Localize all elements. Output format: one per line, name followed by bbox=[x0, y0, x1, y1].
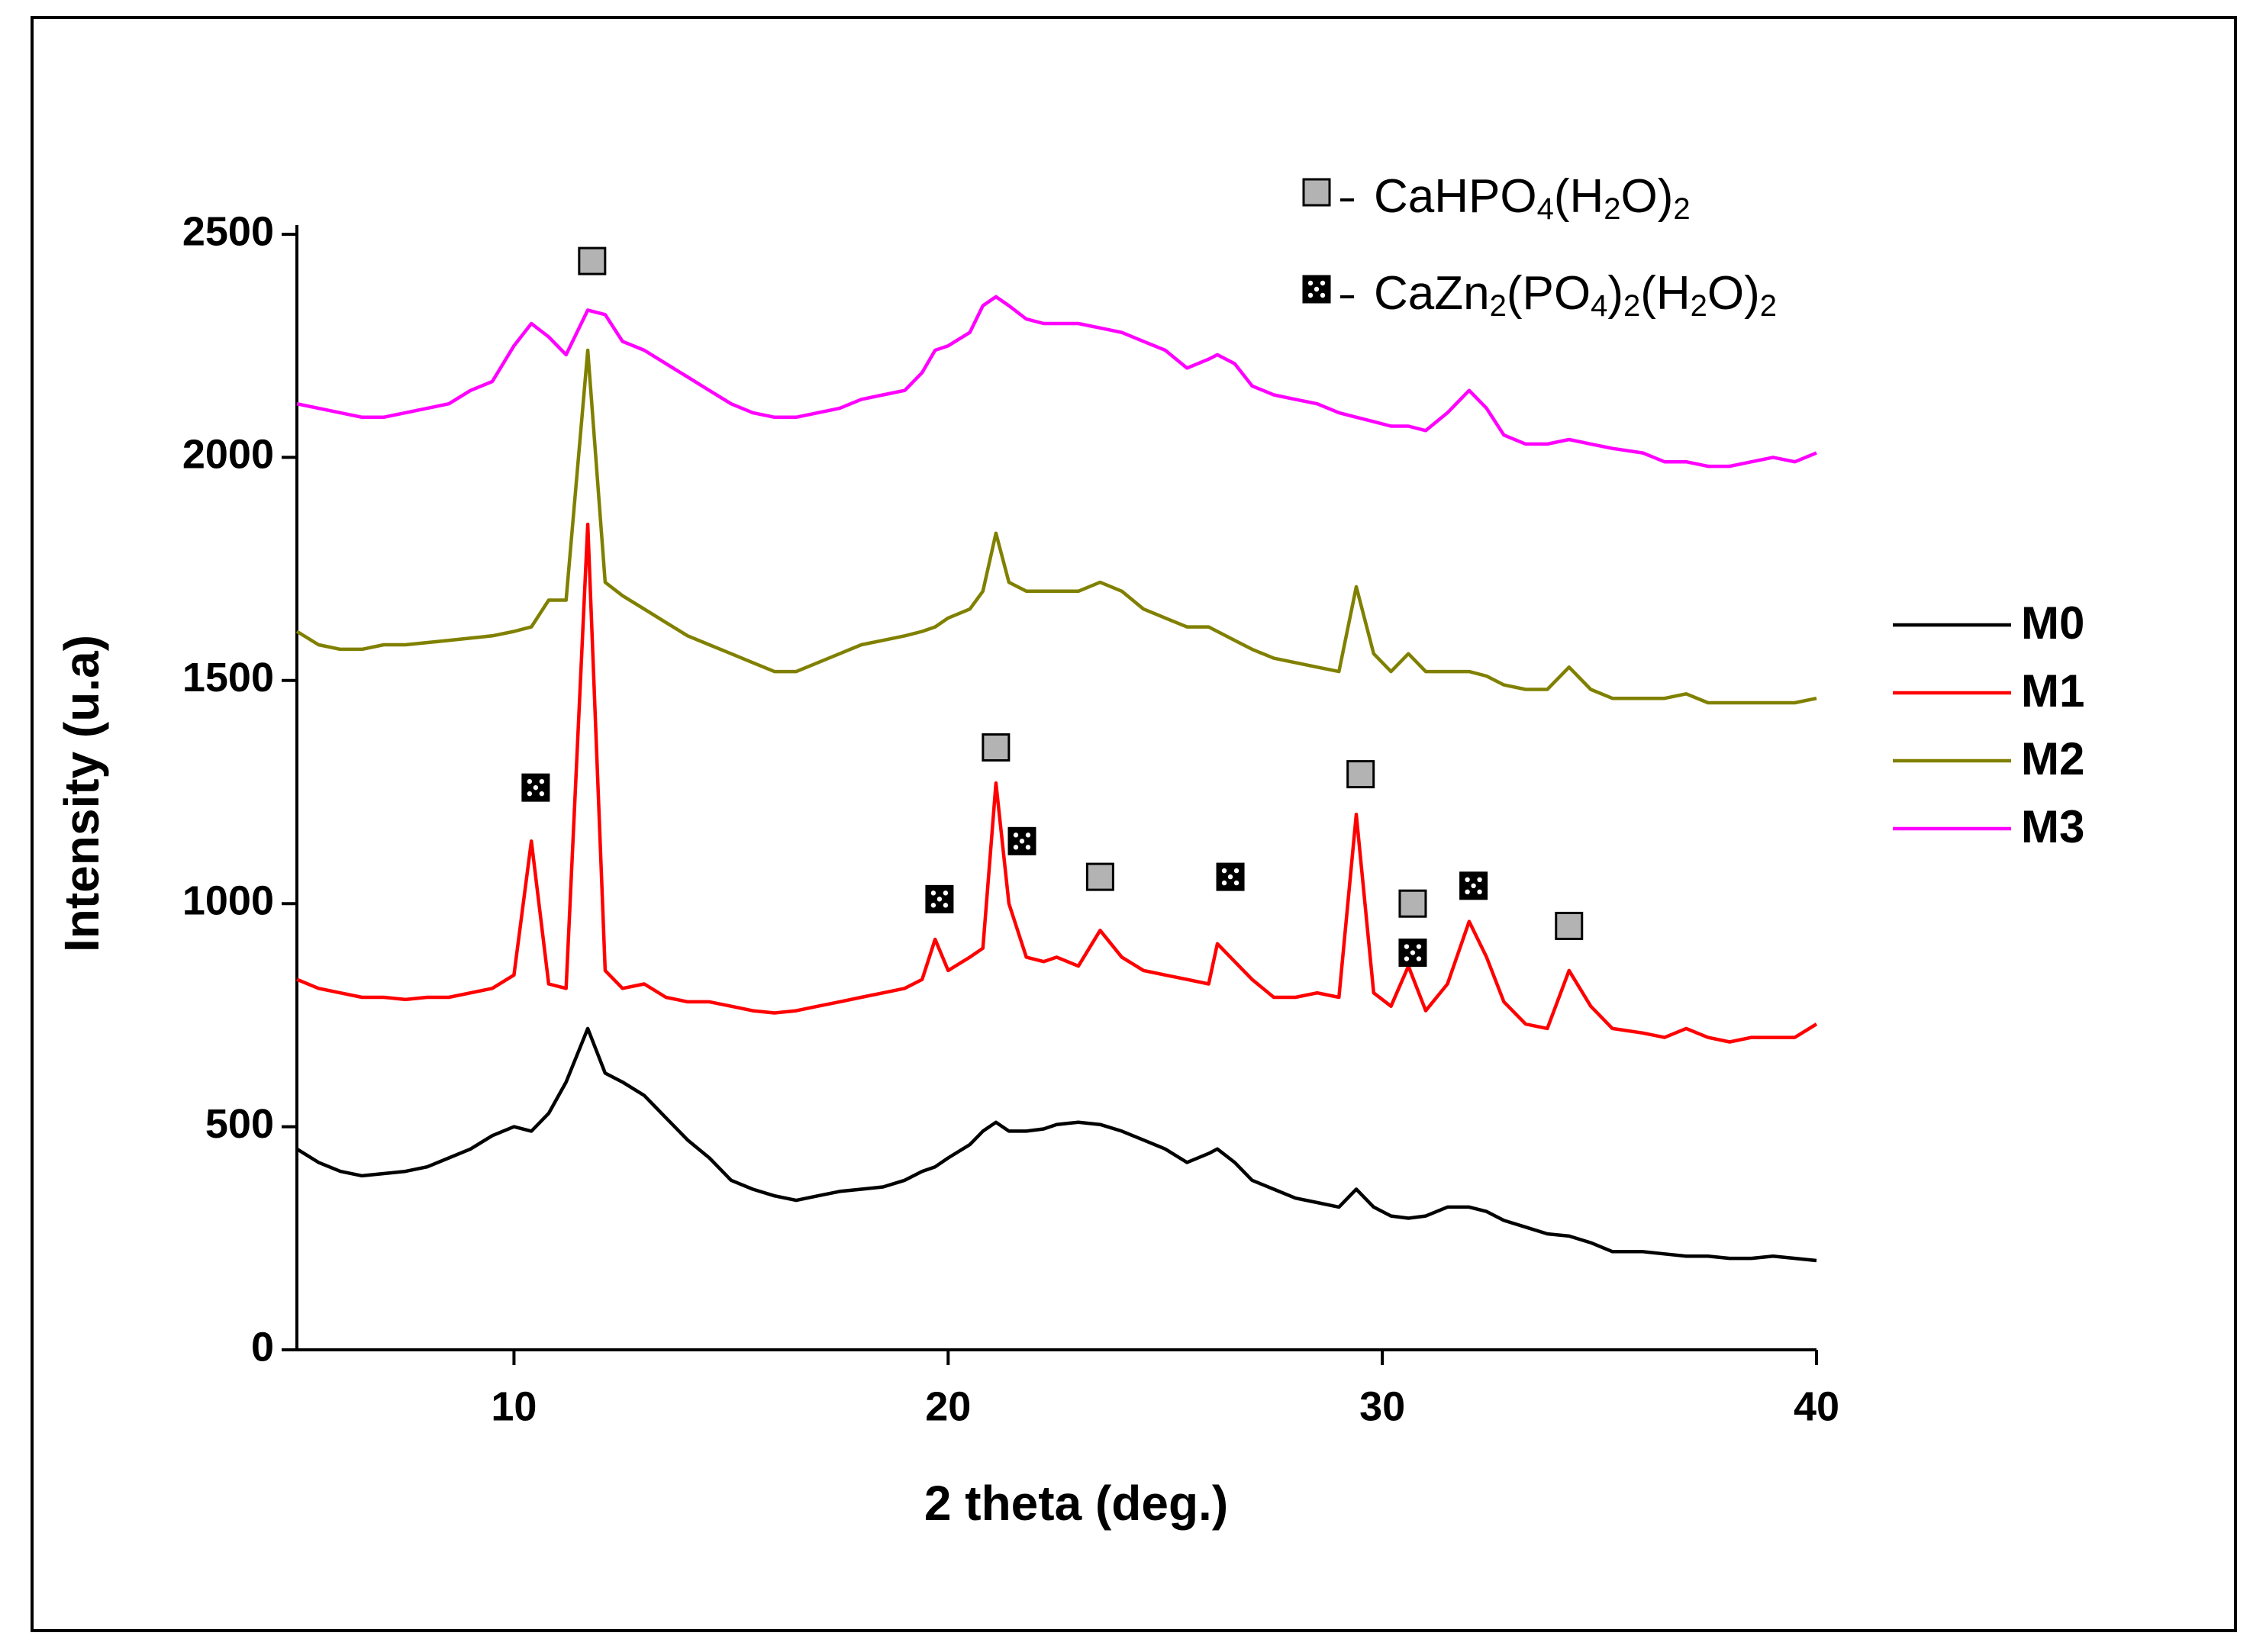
marker-dot bbox=[1025, 832, 1031, 838]
marker-dot bbox=[533, 784, 539, 791]
marker-dot bbox=[1404, 944, 1410, 949]
legend-label: M0 bbox=[2021, 597, 2084, 649]
y-tick-label: 500 bbox=[205, 1101, 274, 1147]
marker-dot bbox=[1320, 292, 1326, 298]
marker-dot bbox=[1221, 880, 1227, 886]
series-line bbox=[296, 522, 1818, 1044]
series-line bbox=[296, 295, 1817, 469]
series-line bbox=[295, 1026, 1817, 1263]
x-tick-label: 30 bbox=[1359, 1383, 1405, 1429]
marker-dot bbox=[527, 791, 533, 797]
y-tick-label: 1000 bbox=[182, 878, 274, 923]
marker-dot bbox=[527, 778, 533, 784]
marker-dot bbox=[943, 890, 949, 896]
marker-dot bbox=[943, 903, 949, 908]
phase-marker bbox=[1555, 911, 1584, 940]
phase-marker bbox=[1459, 871, 1488, 900]
marker-dot bbox=[1471, 883, 1476, 889]
phase-marker bbox=[925, 884, 954, 913]
phase-legend-text: CaZn2(PO4)2(H2O)2 bbox=[1374, 267, 1777, 322]
phase-marker bbox=[1346, 760, 1375, 789]
marker-box bbox=[1346, 760, 1375, 789]
marker-dot bbox=[1465, 877, 1470, 883]
marker-dot bbox=[1227, 874, 1233, 880]
legend-label: M3 bbox=[2021, 801, 2084, 852]
legend-label: M2 bbox=[2021, 733, 2084, 784]
marker-dot bbox=[1019, 839, 1025, 844]
marker-dot bbox=[1233, 880, 1239, 886]
marker-dot bbox=[1404, 956, 1410, 961]
marker-dot bbox=[1465, 889, 1470, 895]
marker-dot bbox=[539, 791, 545, 797]
phase-marker bbox=[578, 246, 607, 275]
marker-box bbox=[982, 733, 1011, 762]
phase-marker bbox=[1398, 889, 1427, 918]
marker-box bbox=[1555, 911, 1584, 940]
phase-marker bbox=[1302, 275, 1331, 304]
marker-dot bbox=[1013, 832, 1019, 838]
frame bbox=[31, 16, 2237, 1632]
x-tick-label: 10 bbox=[491, 1383, 537, 1429]
legend-label: M1 bbox=[2021, 665, 2084, 717]
phase-marker bbox=[1085, 862, 1114, 891]
marker-dot bbox=[1233, 868, 1239, 874]
marker-dot bbox=[1320, 280, 1326, 286]
marker-box bbox=[1302, 178, 1331, 207]
y-tick-label: 2000 bbox=[182, 432, 274, 478]
marker-dot bbox=[1307, 280, 1314, 286]
marker-dot bbox=[1477, 877, 1482, 883]
marker-dot bbox=[539, 778, 545, 784]
marker-dot bbox=[1314, 286, 1320, 292]
phase-marker bbox=[1302, 178, 1331, 207]
marker-dot bbox=[1416, 944, 1422, 949]
y-axis-title: Intensity (u.a) bbox=[54, 635, 109, 952]
y-tick-label: 1500 bbox=[182, 655, 274, 700]
marker-box bbox=[578, 246, 607, 275]
phase-marker bbox=[521, 773, 550, 802]
marker-dot bbox=[930, 890, 936, 896]
marker-dot bbox=[1013, 845, 1019, 850]
marker-dot bbox=[1221, 868, 1227, 874]
marker-dot bbox=[1307, 292, 1314, 298]
phase-legend-text: CaHPO4(H2O)2 bbox=[1374, 170, 1691, 225]
marker-box bbox=[1398, 889, 1427, 918]
marker-dot bbox=[930, 903, 936, 908]
marker-dot bbox=[1410, 950, 1416, 955]
phase-marker bbox=[1216, 862, 1245, 891]
marker-dot bbox=[1477, 889, 1482, 895]
phase-marker bbox=[982, 733, 1011, 762]
marker-dot bbox=[1025, 845, 1031, 850]
marker-box bbox=[1302, 275, 1331, 304]
marker-dot bbox=[1416, 956, 1422, 961]
marker-box bbox=[1085, 862, 1114, 891]
phase-marker bbox=[1398, 939, 1427, 968]
x-tick-label: 40 bbox=[1794, 1383, 1839, 1429]
y-tick-label: 2500 bbox=[182, 208, 274, 254]
phase-marker bbox=[1007, 826, 1036, 855]
marker-dot bbox=[936, 897, 943, 902]
series-line bbox=[295, 348, 1817, 705]
x-axis-title: 2 theta (deg.) bbox=[924, 1476, 1228, 1531]
x-tick-label: 20 bbox=[925, 1383, 971, 1429]
y-tick-label: 0 bbox=[251, 1324, 274, 1370]
